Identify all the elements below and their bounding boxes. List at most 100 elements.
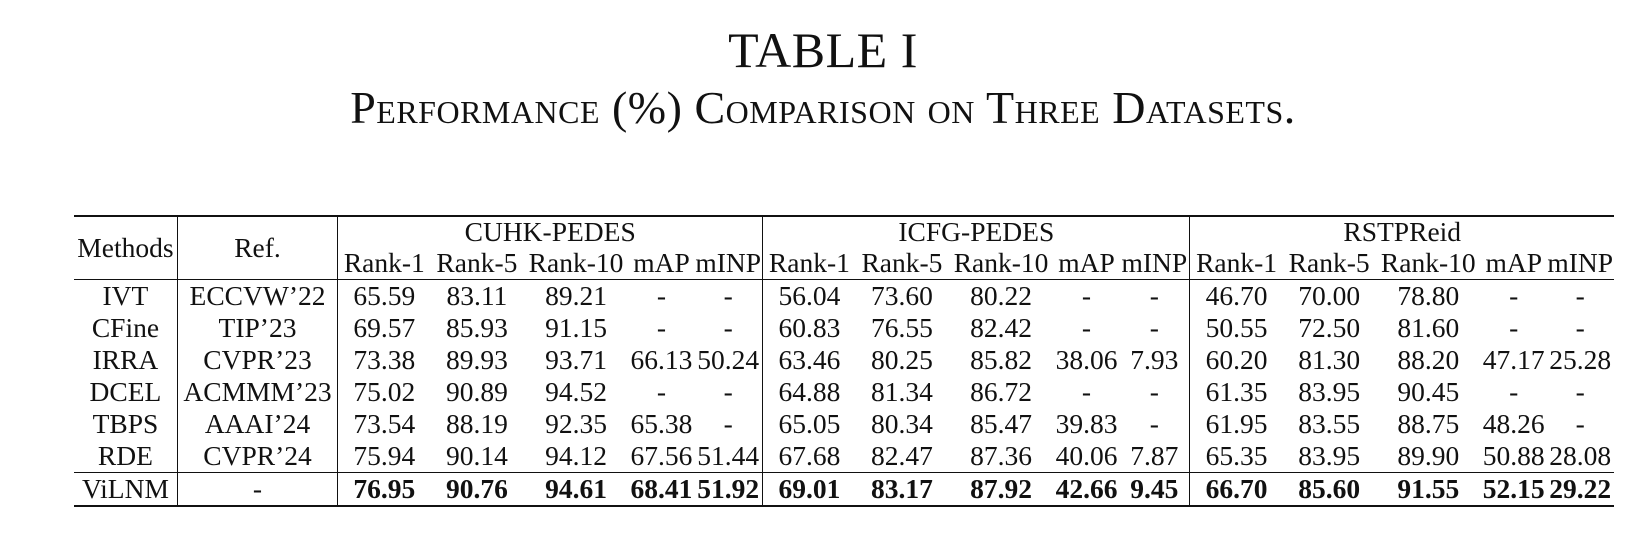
value-cell: - <box>656 312 667 343</box>
table-row: DCEL ACMMM’23 75.02 90.89 94.52- -64.88 81.34 8… <box>74 376 1614 408</box>
value-cell: 89.90 <box>1397 440 1460 471</box>
value-cell: 65.59 <box>337 279 431 312</box>
value-cell: 56.04 <box>762 279 856 312</box>
value-cell: 90.89 <box>445 376 508 407</box>
value-cell: 85.60 <box>1282 472 1376 507</box>
metric-header: Rank-5 <box>855 247 949 280</box>
method-cell: CFine <box>91 312 160 343</box>
value-cell: 85.93 <box>445 312 508 343</box>
value-cell: - <box>723 408 733 439</box>
value-cell: 94.61 <box>523 472 629 507</box>
value-cell: 90.45 <box>1397 376 1460 407</box>
ref-cell: ECCVW’22 <box>176 279 338 312</box>
metric-header: Rank-5 <box>430 247 524 280</box>
metric-header: mAP <box>1053 247 1120 280</box>
ref-header: Ref. <box>176 215 338 280</box>
value-cell: 50.24 <box>697 344 760 375</box>
metric-header: mINP <box>1119 247 1190 280</box>
value-cell: 83.17 <box>855 472 949 507</box>
table-row: CFine TIP’23 69.57 85.93 91.15- -60.83 76.55 82… <box>74 312 1614 344</box>
value-cell: 47.17 <box>1482 344 1545 375</box>
value-cell: - <box>1149 312 1159 343</box>
metric-header-row: Rank-1 Rank-5 Rank-10 mAP mINP Rank-1 Rank-5 Ra… <box>74 247 1614 280</box>
value-cell: 67.56 <box>630 440 693 471</box>
value-cell: 73.54 <box>337 408 431 440</box>
value-cell: 85.82 <box>970 344 1033 375</box>
value-cell: 50.88 <box>1482 440 1545 471</box>
value-cell: 51.44 <box>697 440 760 471</box>
value-cell: 90.14 <box>445 440 508 471</box>
value-cell: 48.26 <box>1482 408 1545 439</box>
ref-cell: TIP’23 <box>176 312 338 344</box>
value-cell: - <box>1149 376 1159 407</box>
dataset-header-rstp: RSTPReid <box>1189 215 1614 247</box>
value-cell: 61.35 <box>1189 376 1283 408</box>
metric-header: Rank-1 <box>337 247 431 280</box>
metric-header: mAP <box>1481 247 1547 280</box>
value-cell: - <box>1575 312 1585 343</box>
value-cell: 63.46 <box>762 344 856 376</box>
value-cell: 65.05 <box>762 408 856 440</box>
value-cell: 80.34 <box>871 408 933 439</box>
value-cell: 89.93 <box>445 344 508 375</box>
table-row-best: ViLNM -76.95 90.76 94.61 68.41 51.92 69.01 83.1… <box>74 472 1614 507</box>
method-cell: RDE <box>97 440 153 471</box>
value-cell: 85.47 <box>970 408 1033 439</box>
value-cell: 38.06 <box>1055 344 1118 375</box>
value-cell: 94.12 <box>545 440 607 471</box>
value-cell: - <box>656 280 667 311</box>
value-cell: 75.02 <box>337 376 431 408</box>
value-cell: 70.00 <box>1298 280 1361 311</box>
method-cell: ViLNM <box>74 472 178 507</box>
method-cell: DCEL <box>89 376 162 407</box>
value-cell: 80.22 <box>970 280 1033 311</box>
value-cell: 88.20 <box>1397 344 1460 375</box>
value-cell: 76.55 <box>871 312 933 343</box>
value-cell: - <box>1509 280 1519 311</box>
value-cell: 82.47 <box>871 440 933 471</box>
value-cell: - <box>723 280 733 311</box>
ref-cell: AAAI’24 <box>176 408 338 440</box>
table-row: TBPS AAAI’24 73.54 88.19 92.35 65.38-65.05 80.… <box>74 408 1614 440</box>
value-cell: 66.70 <box>1189 472 1283 507</box>
value-cell: 65.38 <box>630 408 693 439</box>
value-cell: 65.35 <box>1189 440 1283 473</box>
ref-cell: CVPR’24 <box>176 440 338 473</box>
table-title: Performance (%) Comparison on Three Data… <box>350 82 1296 133</box>
table-row: IVT ECCVW’22 65.59 83.11 89.21- -56.04 73.60 80… <box>74 279 1614 312</box>
table-row: IRRA CVPR’23 73.38 89.93 93.71 66.13 50.24 63.4… <box>74 344 1614 376</box>
value-cell: 66.13 <box>630 344 693 375</box>
value-cell: 88.19 <box>445 408 508 439</box>
ref-cell: ACMMM’23 <box>176 376 338 408</box>
value-cell: 7.87 <box>1130 440 1179 471</box>
value-cell: - <box>1081 376 1092 407</box>
value-cell: 80.25 <box>871 344 933 375</box>
value-cell: 73.60 <box>871 280 933 311</box>
value-cell: 60.20 <box>1189 344 1283 376</box>
value-cell: 83.55 <box>1298 408 1361 439</box>
value-cell: 90.76 <box>430 472 524 507</box>
metric-header: Rank-10 <box>523 247 629 280</box>
value-cell: 72.50 <box>1298 312 1361 343</box>
value-cell: - <box>1509 376 1519 407</box>
value-cell: - <box>1149 280 1159 311</box>
value-cell: 28.08 <box>1549 440 1612 471</box>
table-body: IVT ECCVW’22 65.59 83.11 89.21- -56.04 73.60 80… <box>74 279 1614 507</box>
ref-cell: CVPR’23 <box>176 344 338 376</box>
value-cell: - <box>723 312 733 343</box>
value-cell: 87.36 <box>970 440 1033 471</box>
value-cell: 50.55 <box>1189 312 1283 344</box>
metric-header: mINP <box>694 247 763 280</box>
value-cell: 83.11 <box>446 280 508 311</box>
value-cell: 82.42 <box>970 312 1033 343</box>
value-cell: 67.68 <box>762 440 856 473</box>
value-cell: 75.94 <box>337 440 431 473</box>
value-cell: 52.15 <box>1481 472 1547 507</box>
value-cell: - <box>1509 312 1519 343</box>
value-cell: - <box>1081 280 1092 311</box>
value-cell: 69.57 <box>337 312 431 344</box>
value-cell: 93.71 <box>545 344 607 375</box>
value-cell: - <box>1575 280 1585 311</box>
methods-header: Methods <box>74 215 178 280</box>
value-cell: 81.34 <box>871 376 933 407</box>
